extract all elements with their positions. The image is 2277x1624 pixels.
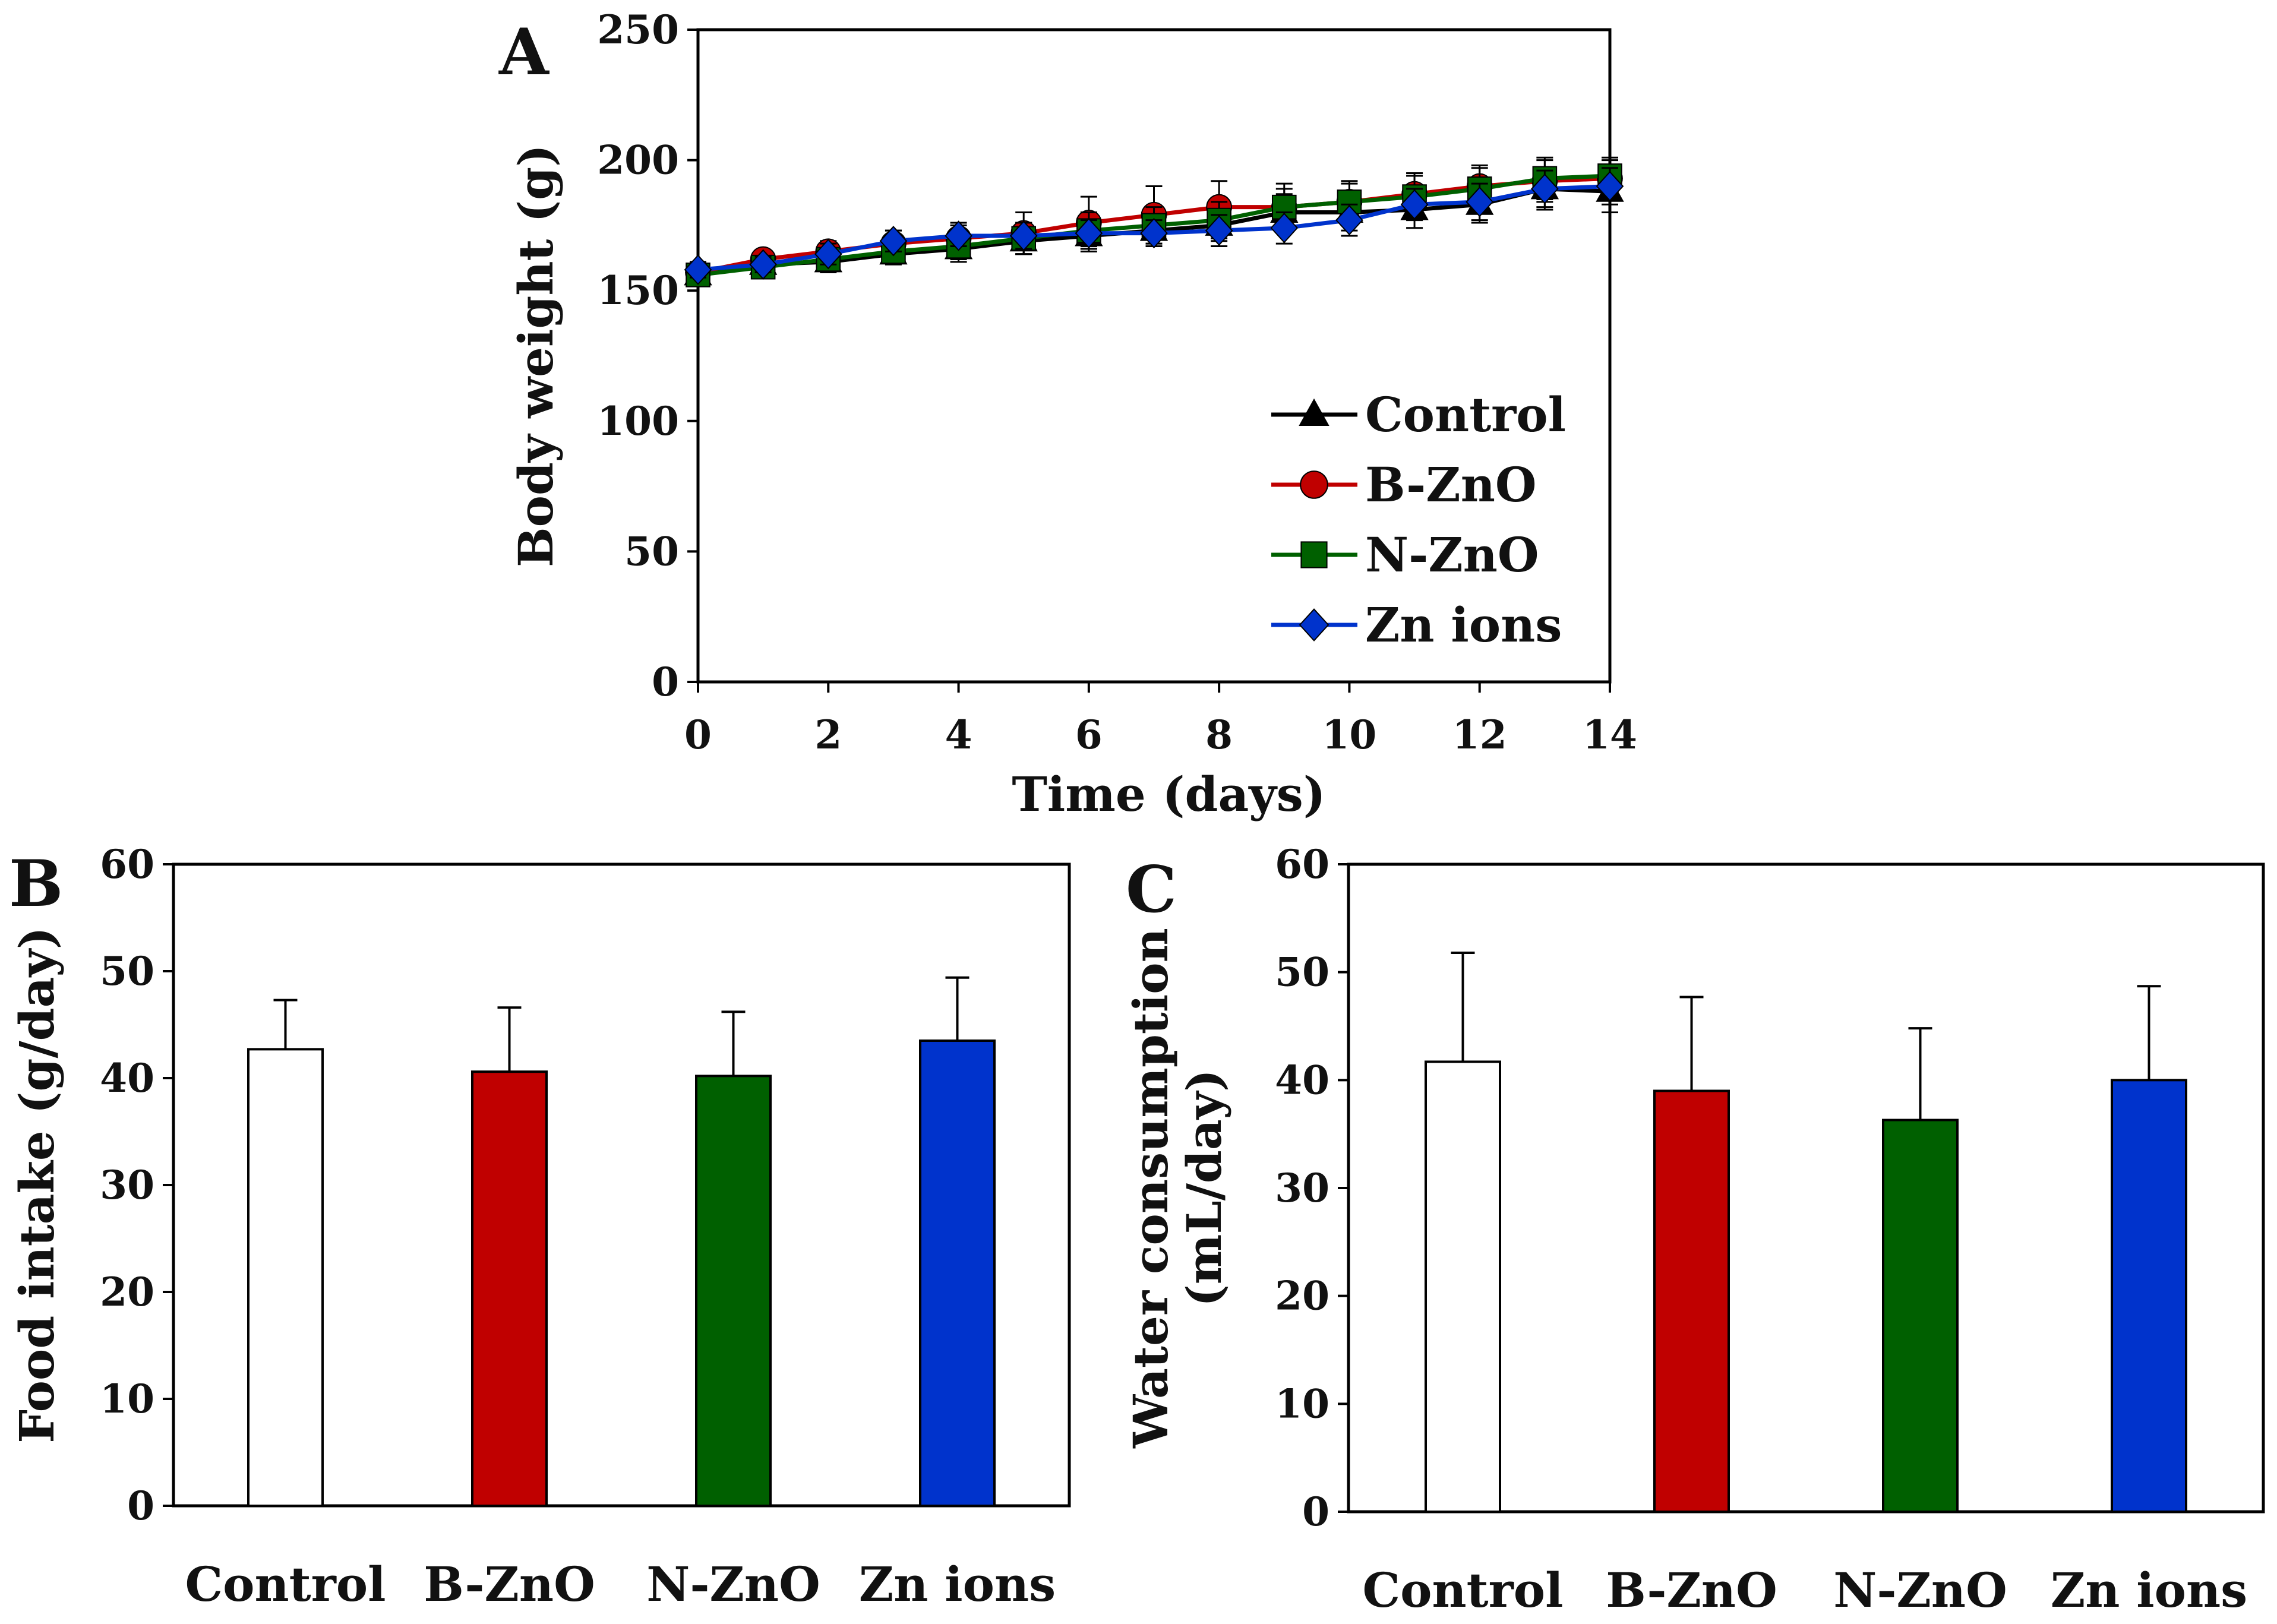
bars-c [1425,951,2187,1514]
y-tick-label-a: 0 [652,659,679,705]
category-label-b-zno: B-ZnO [1606,1562,1777,1618]
data-point-zn-ions [1270,213,1299,244]
axes-b: 0 10 20 30 40 50 60 Control B-ZnO N-ZnO Zn ions [100,841,1056,1612]
series-a [684,156,1624,287]
data-point-zn-ions [1400,189,1429,220]
data-point-zn-ions [1335,204,1363,236]
legend-marker-b-zno [1300,470,1328,499]
panel-a-line-chart: A 0 50 100 150 200 250 0 2 4 6 8 10 12 14 Body weight… [498,7,1637,822]
data-point-zn-ions [1596,170,1624,202]
y-tick-label-a: 250 [597,7,679,53]
bar-n-zno [1882,1119,1959,1514]
y-tick-label-c: 30 [1275,1165,1329,1211]
y-axis-label-a: Body weight (g) [508,144,564,567]
data-point-zn-ions [1531,173,1559,204]
y-axis-label-b: Food intake (g/day) [9,927,65,1443]
legend-marker-control [1299,398,1329,426]
y-tick-label-c: 10 [1275,1380,1329,1427]
bar-zn-ions [2111,1079,2187,1514]
y-tick-label-a: 200 [597,137,679,184]
category-label-b-zno: B-ZnO [424,1556,595,1612]
data-point-zn-ions [1140,217,1168,249]
y-tick-label-a: 100 [597,398,679,444]
y-tick-label-c: 40 [1275,1057,1329,1103]
x-tick-label-a: 12 [1452,712,1507,758]
data-point-zn-ions [1466,187,1494,217]
y-tick-label-b: 50 [100,948,154,994]
category-label-n-zno: N-ZnO [1833,1562,2007,1618]
y-tick-label-c: 60 [1275,841,1329,887]
y-axis-label-c-line1: Water consumption [1123,928,1179,1448]
x-axis-label-a: Time (days) [1012,766,1325,822]
legend-label-n-zno: N-ZnO [1365,527,1539,583]
x-tick-label-a: 4 [945,712,972,758]
bar-control [247,1048,324,1507]
x-tick-label-a: 0 [684,712,712,758]
legend-label-zn-ions: Zn ions [1365,597,1562,653]
bar-b-zno [1653,1089,1730,1513]
data-point-zn-ions [1205,215,1233,246]
y-tick-label-b: 30 [100,1162,154,1208]
panel-label-b: B [9,846,63,921]
x-tick-label-a: 6 [1075,712,1103,758]
legend-a: Control B-ZnO N-ZnO Zn ions [1271,387,1566,653]
bar-control [1425,1060,1501,1513]
y-tick-label-a: 50 [624,528,679,574]
data-point-zn-ions [814,239,842,270]
y-tick-label-b: 60 [100,841,154,887]
category-label-n-zno: N-ZnO [646,1556,820,1612]
bar-zn-ions [919,1040,996,1507]
panel-label-a: A [498,15,550,90]
y-tick-label-c: 50 [1275,949,1329,996]
category-label-control: Control [1362,1562,1563,1618]
y-tick-label-c: 0 [1302,1489,1329,1535]
data-point-zn-ions [945,220,972,251]
y-tick-label-c: 20 [1275,1273,1329,1319]
data-point-zn-ions [684,254,712,285]
data-point-zn-ions [1009,220,1038,251]
axes-c: 0 10 20 30 40 50 60 Control B-ZnO N-ZnO Zn ions [1275,841,2247,1618]
plot-frame-a [696,28,1612,684]
panel-label-c: C [1126,852,1177,927]
bar-b-zno [471,1070,548,1507]
x-tick-label-a: 14 [1583,712,1637,758]
data-point-zn-ions [879,226,908,257]
x-tick-label-a: 2 [814,712,842,758]
y-tick-label-b: 40 [100,1055,154,1101]
legend-label-control: Control [1365,387,1566,443]
series-zn-ions [684,167,1624,285]
y-tick-label-b: 10 [100,1376,154,1422]
data-point-zn-ions [1075,217,1103,249]
category-label-control: Control [185,1556,386,1612]
x-tick-label-a: 10 [1322,712,1376,758]
y-tick-label-a: 150 [597,267,679,314]
data-point-zn-ions [749,249,777,280]
legend-marker-zn-ions [1299,608,1329,642]
legend-marker-n-zno [1300,541,1328,568]
x-tick-label-a: 8 [1205,712,1233,758]
y-tick-label-b: 20 [100,1269,154,1315]
y-axis-label-c-line2: (mL/day) [1176,1069,1232,1307]
axes-a: 0 50 100 150 200 250 0 2 4 6 8 10 12 14 [597,7,1637,758]
bar-n-zno [695,1075,772,1507]
y-tick-label-b: 0 [127,1483,154,1529]
bars-b [247,976,996,1507]
category-label-zn-ions: Zn ions [2051,1562,2247,1618]
legend-label-b-zno: B-ZnO [1365,457,1537,513]
category-label-zn-ions: Zn ions [859,1556,1056,1612]
